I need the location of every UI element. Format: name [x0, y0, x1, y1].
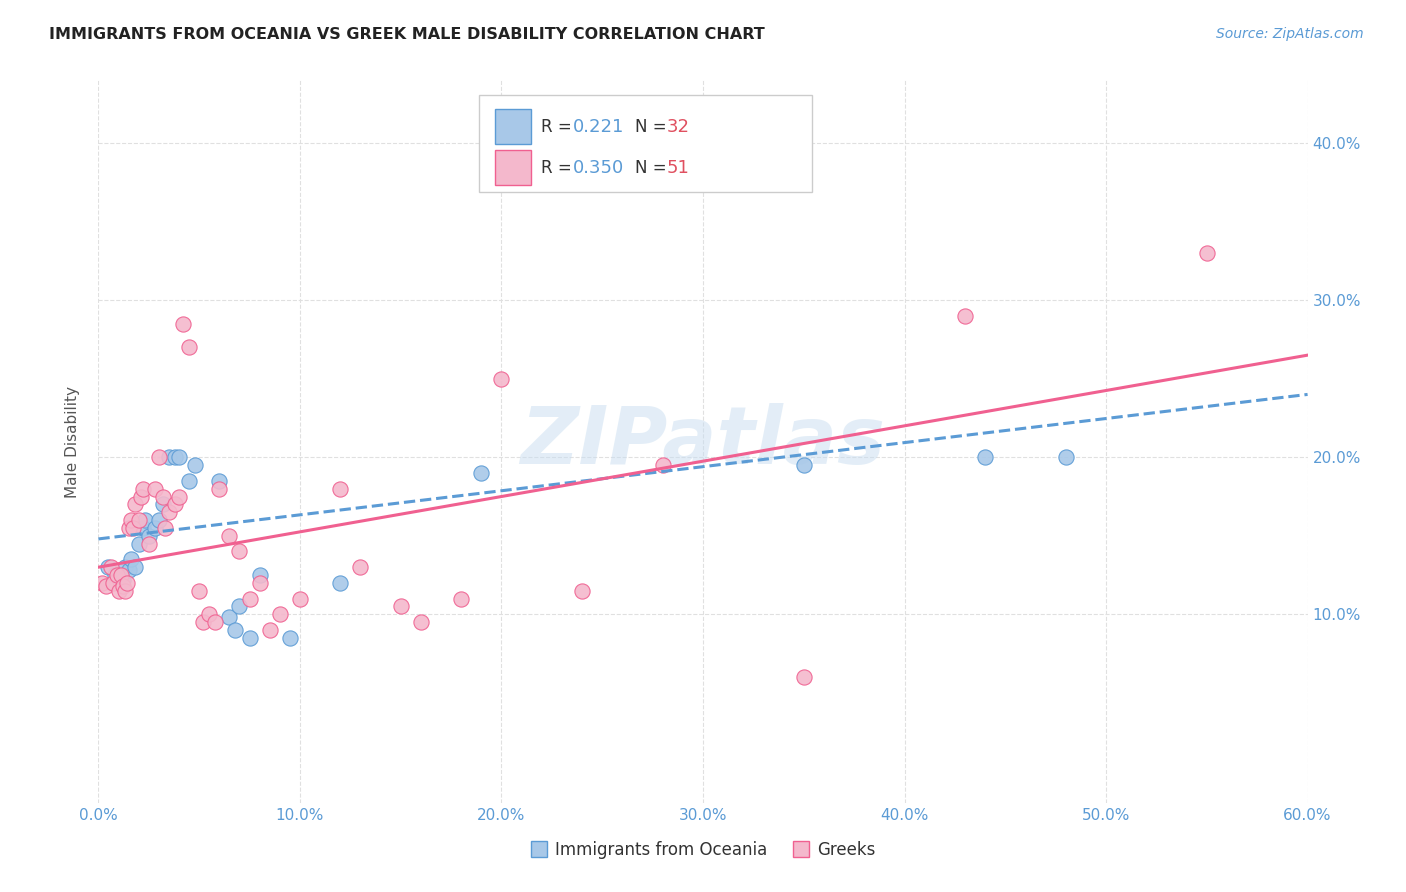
Text: 51: 51 — [666, 159, 689, 177]
Point — [124, 497, 146, 511]
Text: Source: ZipAtlas.com: Source: ZipAtlas.com — [1216, 27, 1364, 41]
Point — [193, 615, 215, 630]
Point — [239, 631, 262, 645]
Point — [101, 575, 124, 590]
Point — [91, 575, 114, 590]
Point — [651, 458, 673, 472]
Point — [110, 568, 132, 582]
Bar — [495, 151, 531, 185]
Point — [179, 340, 201, 354]
Point — [179, 474, 201, 488]
Point — [349, 560, 371, 574]
Point — [329, 482, 352, 496]
Point — [138, 536, 160, 550]
Point — [114, 583, 136, 598]
Point — [148, 513, 170, 527]
Point — [107, 583, 129, 598]
Bar — [495, 109, 531, 144]
Point — [198, 607, 221, 622]
Point — [249, 575, 271, 590]
Point — [128, 536, 150, 550]
Point — [118, 563, 141, 577]
Text: N =: N = — [636, 118, 672, 136]
Point — [157, 450, 180, 465]
Point — [120, 552, 142, 566]
Text: N =: N = — [636, 159, 672, 177]
Point — [96, 579, 118, 593]
Text: ZIPatlas: ZIPatlas — [520, 402, 886, 481]
Point — [224, 623, 246, 637]
Point — [239, 591, 262, 606]
Point — [105, 568, 128, 582]
Point — [278, 631, 301, 645]
Point — [167, 490, 190, 504]
Point — [134, 513, 156, 527]
Point — [953, 309, 976, 323]
Text: 32: 32 — [666, 118, 690, 136]
Point — [793, 458, 815, 472]
Legend: Immigrants from Oceania, Greeks: Immigrants from Oceania, Greeks — [523, 835, 883, 866]
Point — [1195, 246, 1218, 260]
Point — [121, 521, 143, 535]
Point — [114, 560, 136, 574]
Point — [132, 482, 155, 496]
Point — [752, 144, 775, 158]
Text: R =: R = — [541, 118, 576, 136]
Point — [208, 482, 231, 496]
Text: 0.350: 0.350 — [572, 159, 624, 177]
Bar — [479, 95, 811, 193]
Text: R =: R = — [541, 159, 576, 177]
Point — [184, 458, 207, 472]
Point — [793, 670, 815, 684]
Point — [491, 372, 513, 386]
Point — [120, 513, 142, 527]
Point — [97, 560, 120, 574]
Point — [167, 450, 190, 465]
Point — [188, 583, 211, 598]
Point — [152, 490, 174, 504]
Point — [153, 521, 176, 535]
Point — [100, 560, 122, 574]
Point — [1054, 450, 1077, 465]
Point — [124, 560, 146, 574]
Point — [389, 599, 412, 614]
Point — [143, 482, 166, 496]
Point — [329, 575, 352, 590]
Point — [132, 521, 155, 535]
Point — [111, 573, 134, 587]
Point — [118, 521, 141, 535]
Point — [409, 615, 432, 630]
Point — [974, 450, 997, 465]
Point — [138, 529, 160, 543]
Point — [269, 607, 291, 622]
Point — [128, 513, 150, 527]
Point — [228, 599, 250, 614]
Point — [450, 591, 472, 606]
Point — [103, 568, 125, 582]
Point — [249, 568, 271, 582]
Point — [148, 450, 170, 465]
Y-axis label: Male Disability: Male Disability — [65, 385, 80, 498]
Point — [218, 610, 240, 624]
Point — [129, 490, 152, 504]
Point — [288, 591, 311, 606]
Text: 0.221: 0.221 — [572, 118, 624, 136]
Point — [107, 568, 129, 582]
Point — [218, 529, 240, 543]
Point — [157, 505, 180, 519]
Point — [115, 575, 138, 590]
Point — [172, 317, 194, 331]
Point — [163, 450, 186, 465]
Point — [208, 474, 231, 488]
Point — [228, 544, 250, 558]
Text: IMMIGRANTS FROM OCEANIA VS GREEK MALE DISABILITY CORRELATION CHART: IMMIGRANTS FROM OCEANIA VS GREEK MALE DI… — [49, 27, 765, 42]
Point — [163, 497, 186, 511]
Point — [259, 623, 281, 637]
Point — [111, 579, 134, 593]
Point — [470, 466, 492, 480]
Point — [152, 497, 174, 511]
Point — [571, 583, 593, 598]
Point — [143, 521, 166, 535]
Point — [204, 615, 226, 630]
